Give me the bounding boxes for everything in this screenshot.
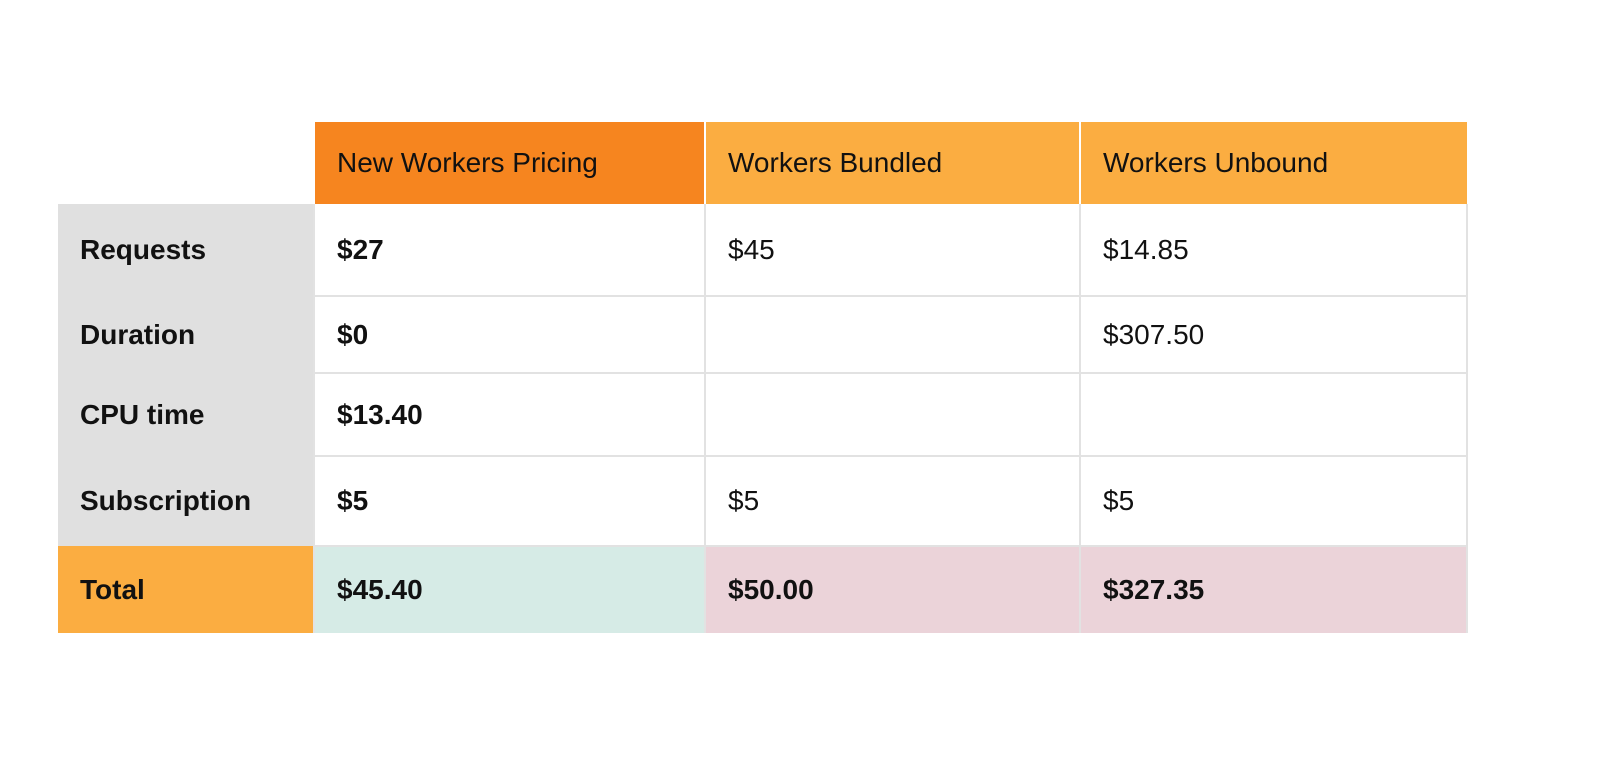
total-new-workers-pricing: $45.40	[313, 546, 705, 633]
cell-duration-new-workers-pricing: $0	[313, 296, 706, 374]
cell-duration-workers-unbound: $307.50	[1079, 296, 1468, 374]
cell-cpu-time-workers-unbound	[1079, 373, 1468, 457]
pricing-table: New Workers Pricing Workers Bundled Work…	[58, 122, 1468, 633]
row-label-requests: Requests	[58, 204, 314, 296]
cell-duration-workers-bundled	[704, 296, 1081, 374]
row-label-duration: Duration	[58, 296, 314, 373]
column-header-new-workers-pricing: New Workers Pricing	[313, 122, 705, 204]
cell-requests-workers-bundled: $45	[704, 204, 1081, 297]
column-header-workers-bundled: Workers Bundled	[704, 122, 1080, 204]
total-workers-bundled: $50.00	[704, 546, 1081, 633]
total-workers-unbound: $327.35	[1079, 546, 1468, 633]
table-row: Duration $0 $307.50	[58, 296, 1468, 374]
cell-subscription-workers-unbound: $5	[1079, 456, 1468, 547]
column-header-workers-unbound: Workers Unbound	[1079, 122, 1467, 204]
cell-subscription-new-workers-pricing: $5	[313, 456, 706, 547]
cell-requests-new-workers-pricing: $27	[313, 204, 706, 297]
cell-cpu-time-workers-bundled	[704, 373, 1081, 457]
header-corner	[58, 122, 314, 204]
table-row: Subscription $5 $5 $5	[58, 456, 1468, 547]
total-row: Total $45.40 $50.00 $327.35	[58, 546, 1468, 633]
cell-requests-workers-unbound: $14.85	[1079, 204, 1468, 297]
cell-cpu-time-new-workers-pricing: $13.40	[313, 373, 706, 457]
row-label-cpu-time: CPU time	[58, 373, 314, 456]
row-label-total: Total	[58, 546, 314, 633]
row-label-subscription: Subscription	[58, 456, 314, 546]
table-header-row: New Workers Pricing Workers Bundled Work…	[58, 122, 1467, 204]
table-row: CPU time $13.40	[58, 373, 1468, 457]
cell-subscription-workers-bundled: $5	[704, 456, 1081, 547]
table-row: Requests $27 $45 $14.85	[58, 204, 1468, 297]
